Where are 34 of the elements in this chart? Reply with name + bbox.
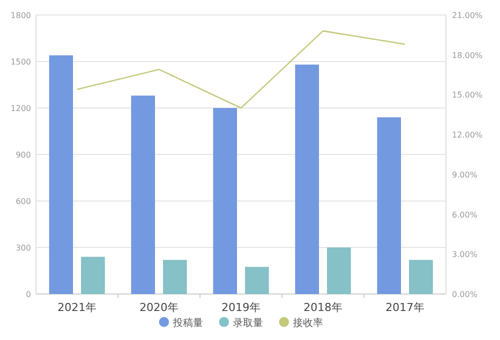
legend-label: 录取量: [233, 318, 263, 329]
bar: [327, 248, 351, 294]
legend-label: 接收率: [293, 317, 323, 329]
bar: [245, 266, 269, 294]
x-tick-label: 2020年: [140, 301, 178, 314]
y2-tick-label: 6.00%: [452, 210, 478, 220]
x-tick-label: 2018年: [304, 301, 342, 314]
bar: [163, 260, 187, 294]
y-tick-label: 300: [16, 244, 31, 252]
bar: [409, 260, 433, 294]
y-tick-label: 600: [16, 197, 31, 206]
x-tick-label: 2021年: [58, 301, 96, 314]
y-tick-label: 0: [26, 290, 31, 299]
bar: [213, 108, 237, 294]
bar: [377, 117, 401, 294]
line-series: [76, 30, 406, 109]
y2-tick-label: 9.00%: [452, 170, 478, 180]
y-tick-label: 1200: [10, 104, 31, 113]
y2-tick-label: 12.00%: [452, 130, 483, 140]
y-tick-label: 1800: [10, 11, 31, 20]
y2-tick-label: 15.00%: [452, 90, 483, 100]
bar: [295, 64, 319, 294]
bar: [81, 256, 105, 294]
legend-label: 投稿量: [172, 317, 203, 329]
bar: [131, 96, 155, 294]
y2-tick-label: 21.00%: [452, 11, 483, 20]
y2-tick-label: 18.00%: [452, 50, 483, 60]
y2-tick-label: 0.00%: [452, 290, 478, 299]
bar: [49, 55, 73, 294]
y-tick-label: 1500: [10, 58, 31, 66]
y2-tick-label: 3.00%: [452, 250, 478, 260]
y-tick-label: 900: [16, 150, 31, 160]
x-tick-label: 2019年: [222, 301, 260, 314]
x-tick-label: 2017年: [386, 301, 424, 314]
